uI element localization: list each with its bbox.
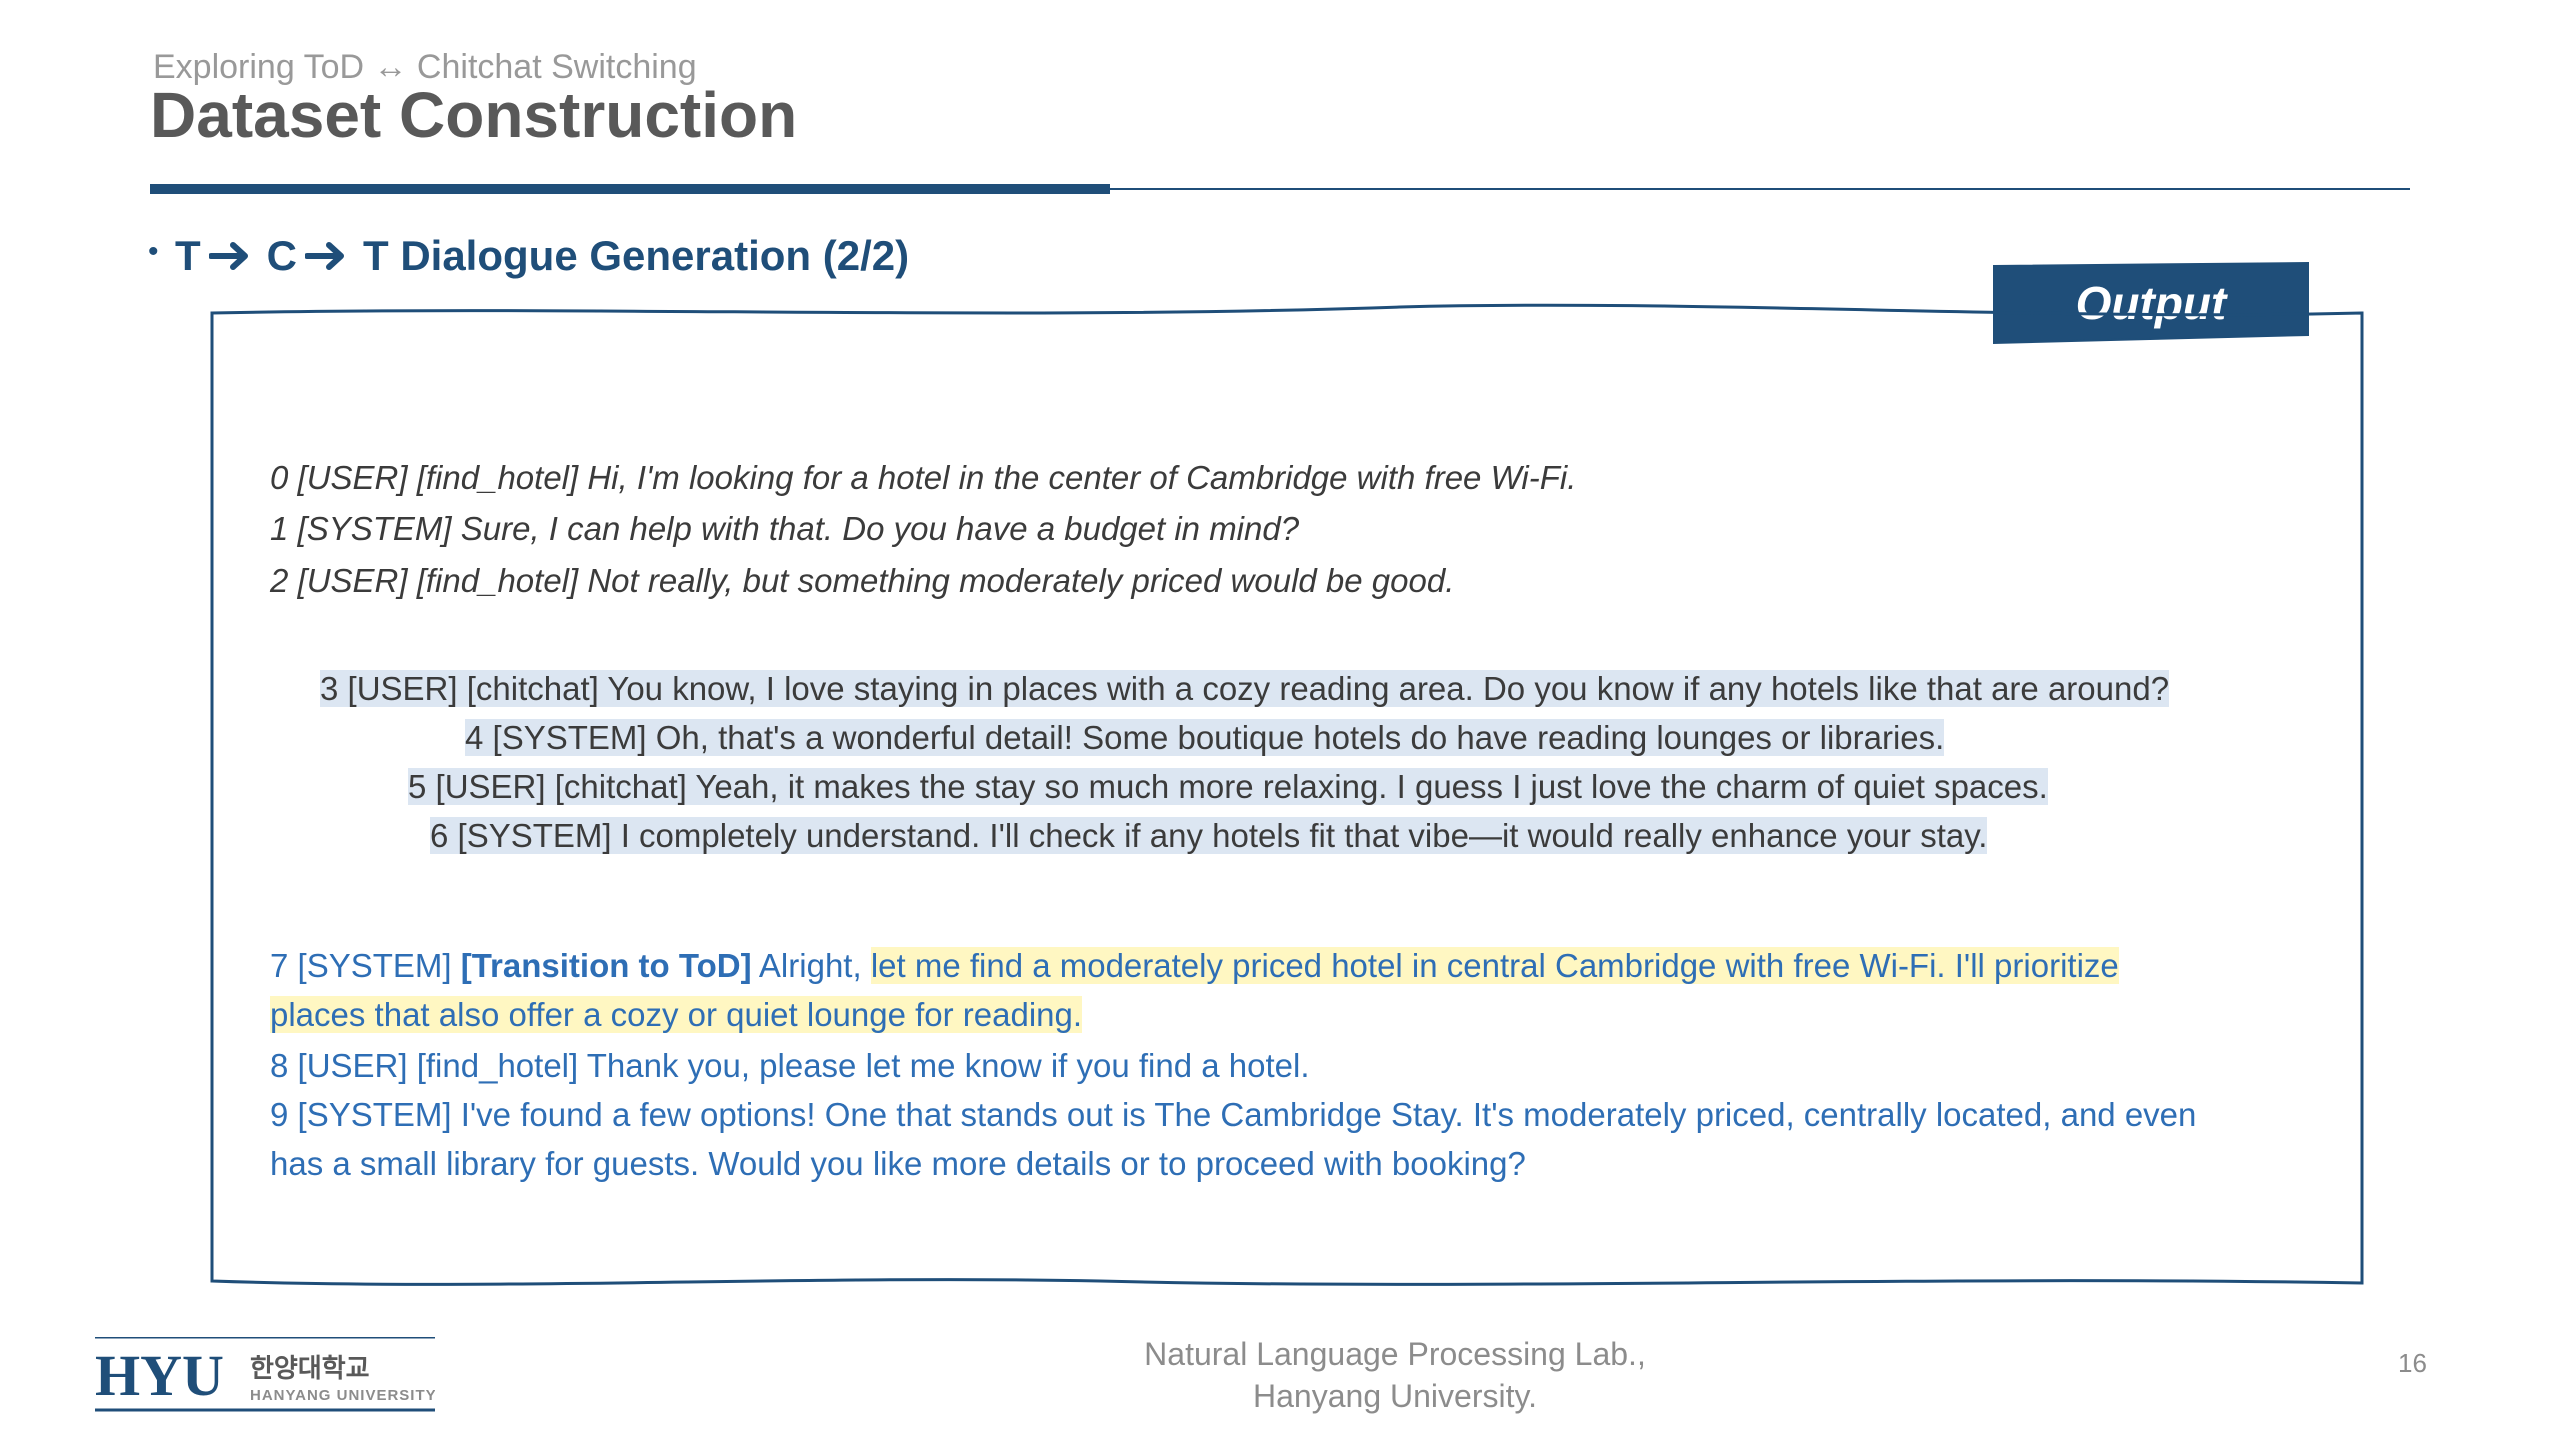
svg-text:한양대학교: 한양대학교	[250, 1353, 370, 1383]
svg-text:HANYANG UNIVERSITY: HANYANG UNIVERSITY	[250, 1387, 435, 1404]
svg-text:HYU: HYU	[95, 1343, 224, 1408]
